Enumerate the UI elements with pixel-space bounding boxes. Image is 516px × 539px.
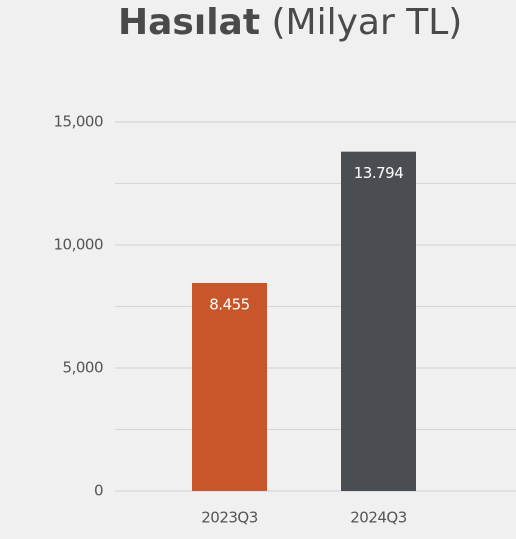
y-tick-label: 5,000 [63,359,103,377]
value-label: 13.794 [354,164,404,182]
y-tick-label: 0 [94,482,103,500]
y-tick-label: 10,000 [54,236,104,254]
title-main: Hasılat [118,2,260,43]
title-unit: (Milyar TL) [271,2,462,43]
bar [341,151,416,491]
y-tick-label: 15,000 [54,113,104,131]
x-tick-label: 2023Q3 [201,509,258,527]
chart-title: Hasılat (Milyar TL) [118,2,462,43]
bar [192,283,267,491]
value-label: 8.455 [209,296,249,314]
x-tick-label: 2024Q3 [350,509,407,527]
